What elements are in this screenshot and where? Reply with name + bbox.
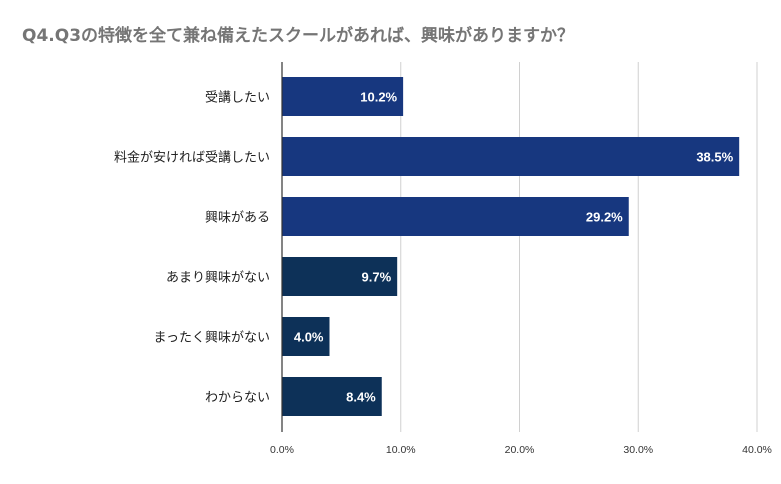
- category-label: 受講したい: [205, 90, 270, 106]
- bar: [282, 317, 330, 356]
- data-label: 4.0%: [294, 330, 324, 345]
- category-label: 興味がある: [205, 211, 270, 226]
- x-tick-label: 10.0%: [386, 444, 416, 456]
- data-label: 10.2%: [360, 90, 397, 105]
- x-tick-label: 30.0%: [623, 444, 653, 456]
- category-label: まったく興味がない: [154, 331, 270, 346]
- bar: [282, 77, 404, 116]
- chart-title: Q4.Q3の特徴を全て兼ね備えたスクールがあれば、興味がありますか？: [22, 26, 575, 46]
- category-label: あまり興味がない: [166, 271, 270, 286]
- data-label: 9.7%: [362, 270, 392, 285]
- data-label: 8.4%: [346, 390, 376, 405]
- bar: [282, 257, 398, 296]
- category-label: 料金が安ければ受講したい: [114, 150, 270, 166]
- bar: [282, 377, 382, 416]
- x-tick-label: 20.0%: [505, 444, 535, 456]
- x-tick-label: 40.0%: [742, 444, 772, 456]
- x-tick-label: 0.0%: [270, 444, 294, 456]
- data-label: 38.5%: [696, 150, 733, 165]
- category-label: わからない: [205, 391, 270, 406]
- data-label: 29.2%: [586, 210, 623, 225]
- bar: [282, 197, 629, 236]
- bar: [282, 137, 740, 176]
